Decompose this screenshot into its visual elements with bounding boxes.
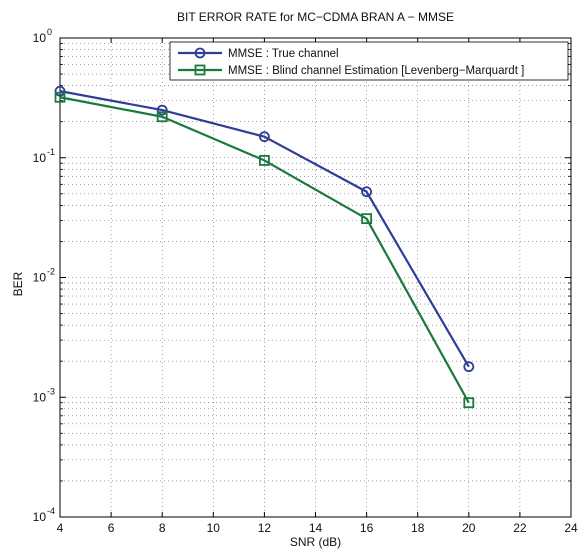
- x-tick-label: 6: [108, 521, 115, 535]
- x-tick-label: 16: [360, 521, 374, 535]
- y-tick-label: 10: [33, 151, 47, 165]
- series-line-1: [59, 90, 470, 368]
- legend-label: MMSE : True channel: [228, 48, 339, 60]
- x-tick-label: 8: [159, 521, 166, 535]
- y-tick-exponent: 0: [47, 27, 52, 37]
- legend-box: [169, 41, 569, 81]
- x-tick-label: 4: [57, 521, 64, 535]
- legend-label: MMSE : Blind channel Estimation [Levenbe…: [228, 65, 524, 77]
- x-tick-label: 12: [258, 521, 272, 535]
- series-2-point: [258, 155, 270, 166]
- x-tick-label: 14: [309, 521, 323, 535]
- y-tick-label: 10: [33, 271, 47, 285]
- y-tick-exponent: -3: [47, 386, 55, 396]
- series-1-point: [54, 85, 66, 97]
- x-tick-label: 20: [462, 521, 476, 535]
- y-tick-label: 10: [33, 510, 47, 524]
- y-tick-exponent: -2: [47, 267, 55, 277]
- series-1-point: [258, 131, 270, 143]
- plot-background: [60, 38, 571, 517]
- y-axis-label: BER: [11, 271, 25, 297]
- series-2-point: [54, 91, 66, 103]
- x-tick-label: 10: [207, 521, 221, 535]
- legend-swatch-marker: [194, 64, 206, 76]
- x-tick-label: 18: [411, 521, 425, 535]
- y-tick-exponent: -4: [47, 506, 55, 516]
- chart-title: BIT ERROR RATE for MC−CDMA BRAN A − MMSE: [177, 10, 454, 24]
- series-1-point: [463, 361, 475, 373]
- series-line-2: [59, 96, 470, 404]
- legend-swatch-marker: [194, 47, 206, 59]
- y-tick-label: 10: [33, 390, 47, 404]
- x-tick-label: 24: [564, 521, 578, 535]
- series-1-point: [156, 104, 168, 116]
- series-1-point: [361, 186, 373, 198]
- y-tick-label: 10: [33, 31, 47, 45]
- series-2-point: [361, 213, 373, 225]
- x-tick-label: 22: [513, 521, 527, 535]
- y-tick-exponent: -1: [47, 147, 55, 157]
- series-2-point: [156, 111, 168, 123]
- x-axis-label: SNR (dB): [289, 535, 342, 549]
- series-2-point: [463, 397, 475, 409]
